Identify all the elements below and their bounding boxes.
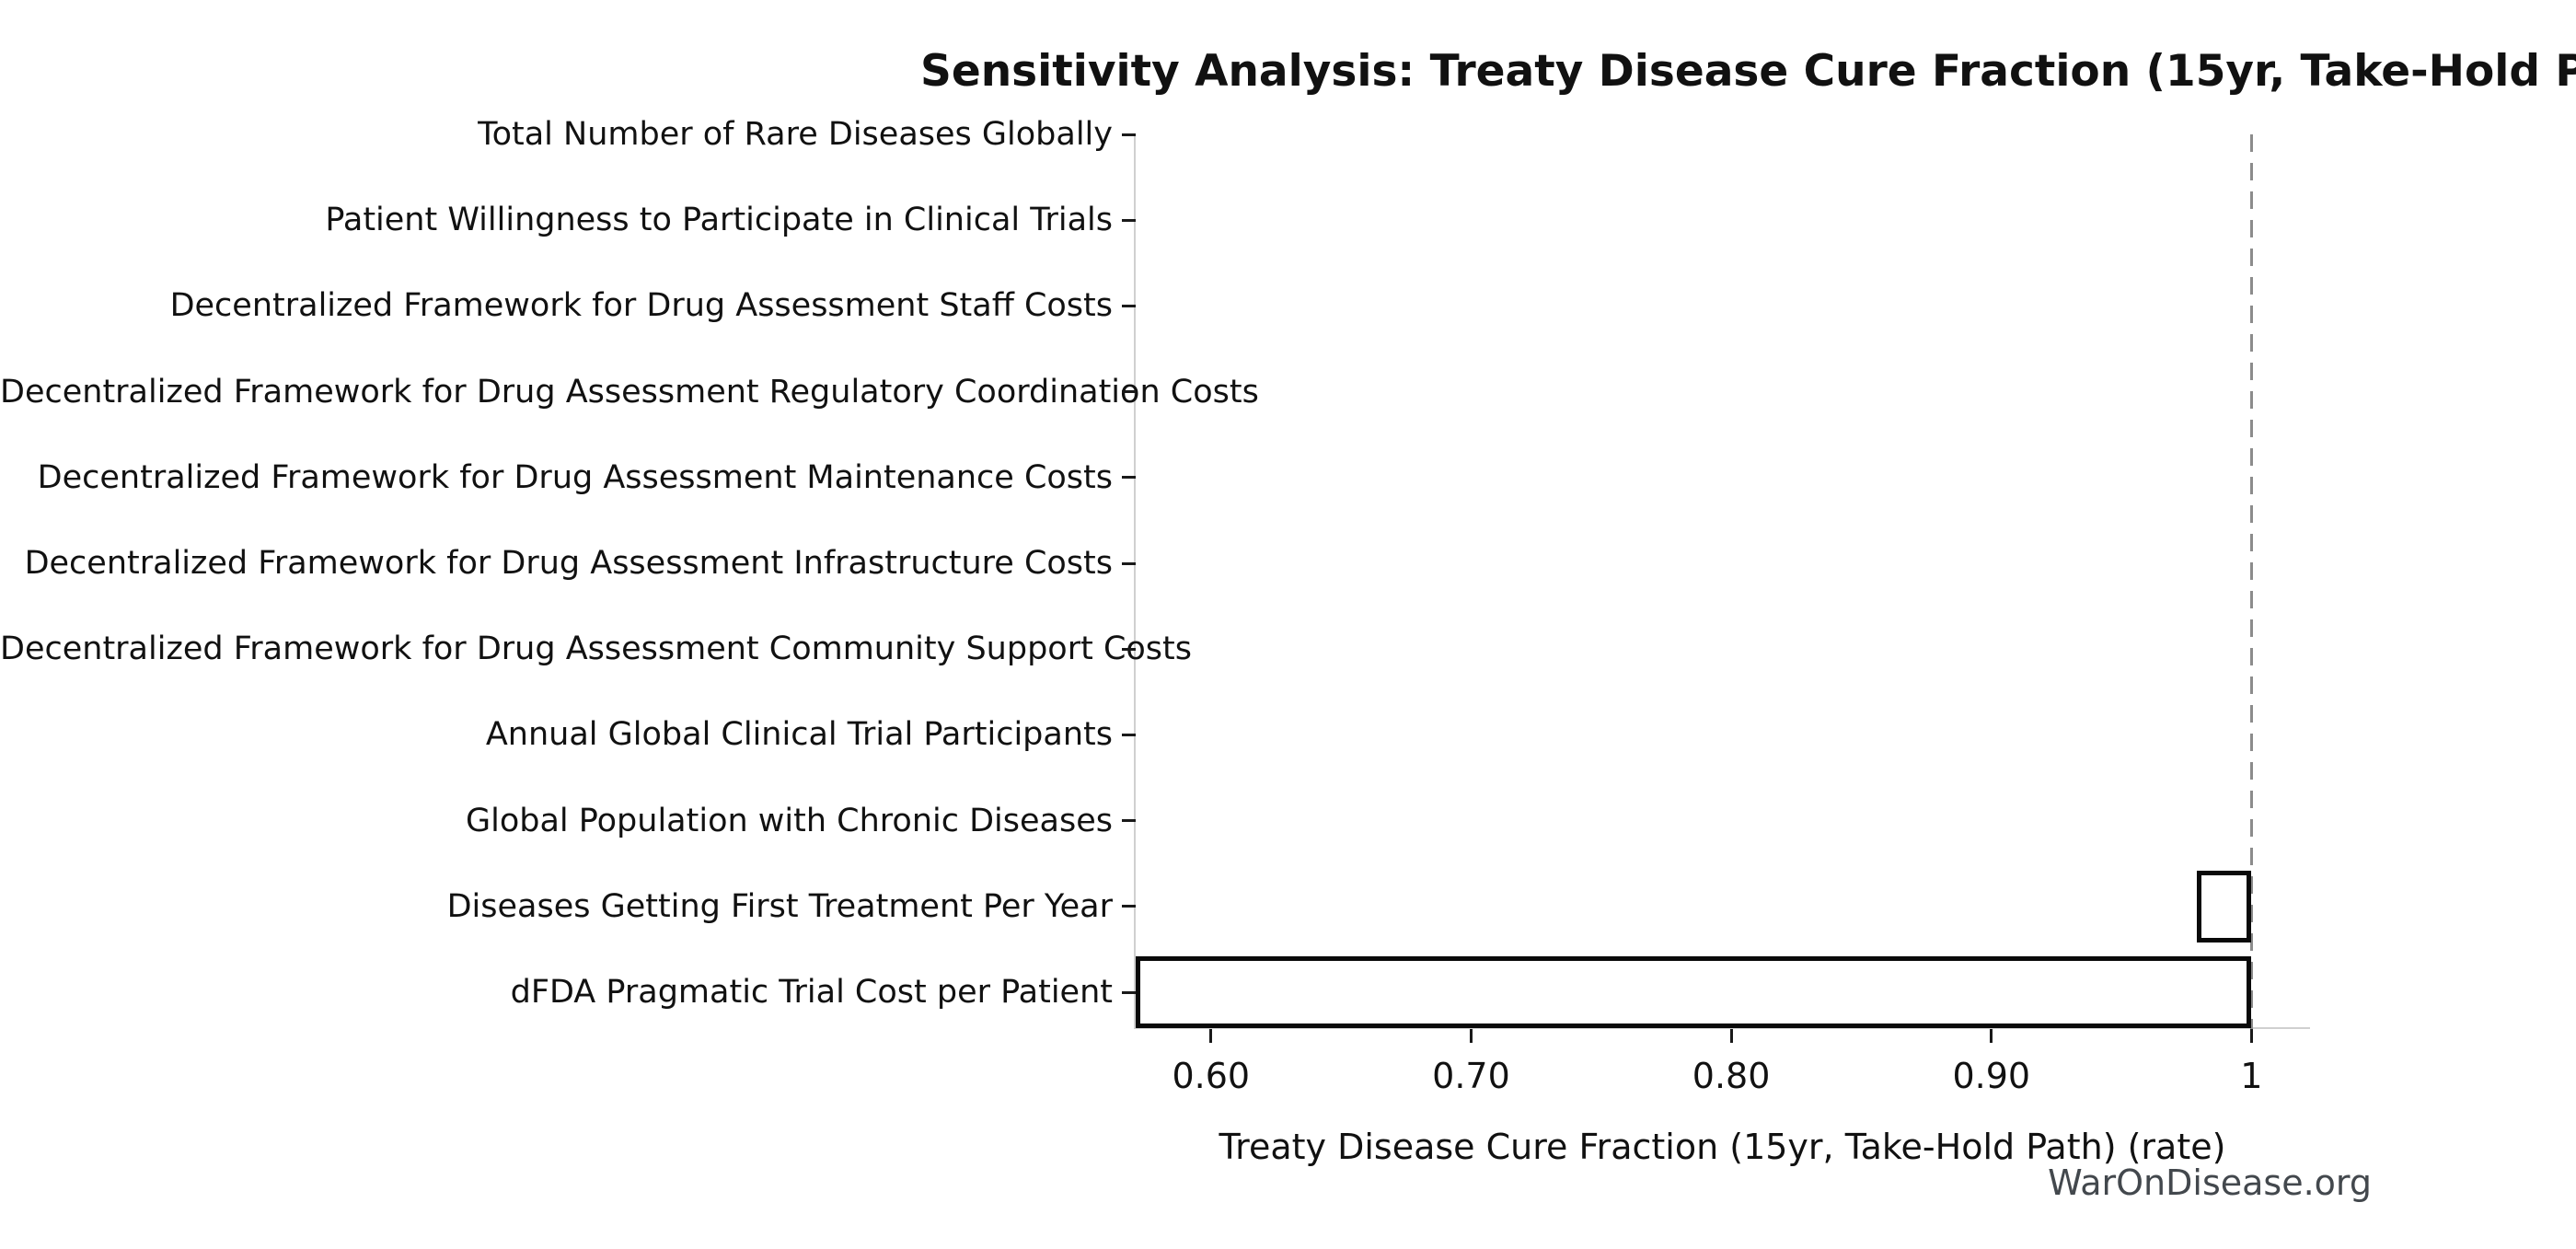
x-tick-label: 0.60 [1172, 1056, 1251, 1096]
y-tick-mark [1122, 647, 1136, 651]
y-axis-label: Decentralized Framework for Drug Assessm… [0, 373, 1259, 411]
x-tick-mark [1469, 1029, 1473, 1043]
y-axis-label: dFDA Pragmatic Trial Cost per Patient [510, 974, 1113, 1011]
y-tick-mark [1122, 819, 1136, 823]
y-axis-label: Decentralized Framework for Drug Assessm… [24, 545, 1113, 582]
y-axis-label: Decentralized Framework for Drug Assessm… [0, 630, 1192, 668]
x-axis-label: Treaty Disease Cure Fraction (15yr, Take… [1219, 1127, 2226, 1167]
x-axis-spine [1134, 1027, 2310, 1029]
y-tick-mark [1122, 990, 1136, 994]
y-axis-label: Annual Global Clinical Trial Participant… [485, 716, 1113, 754]
tornado-bar [1135, 956, 2252, 1028]
y-axis-label: Patient Willingness to Participate in Cl… [325, 202, 1113, 239]
y-tick-mark [1122, 133, 1136, 136]
x-tick-label: 0.70 [1432, 1056, 1510, 1096]
x-tick-mark [1990, 1029, 1993, 1043]
x-tick-label: 1 [2240, 1056, 2263, 1096]
y-axis-label: Diseases Getting First Treatment Per Yea… [446, 887, 1113, 925]
chart-title: Sensitivity Analysis: Treaty Disease Cur… [920, 46, 2576, 97]
y-axis-label: Total Number of Rare Diseases Globally [478, 116, 1113, 153]
y-tick-mark [1122, 905, 1136, 908]
y-axis-label: Decentralized Framework for Drug Assessm… [37, 458, 1113, 496]
y-tick-mark [1122, 561, 1136, 565]
y-axis-spine [1134, 134, 1136, 1029]
tornado-bar [2197, 870, 2252, 943]
y-axis-label: Global Population with Chronic Diseases [466, 802, 1113, 839]
x-tick-label: 0.80 [1692, 1056, 1771, 1096]
x-tick-mark [2249, 1029, 2253, 1043]
y-tick-mark [1122, 476, 1136, 480]
y-tick-mark [1122, 304, 1136, 307]
x-tick-mark [1729, 1029, 1733, 1043]
watermark-text: WarOnDisease.org [2048, 1162, 2372, 1203]
y-tick-mark [1122, 390, 1136, 394]
x-tick-mark [1209, 1029, 1213, 1043]
y-tick-mark [1122, 218, 1136, 222]
baseline-dashed-line [2249, 134, 2253, 1029]
y-axis-label: Decentralized Framework for Drug Assessm… [169, 287, 1113, 325]
x-tick-label: 0.90 [1952, 1056, 2031, 1096]
y-tick-mark [1122, 733, 1136, 736]
